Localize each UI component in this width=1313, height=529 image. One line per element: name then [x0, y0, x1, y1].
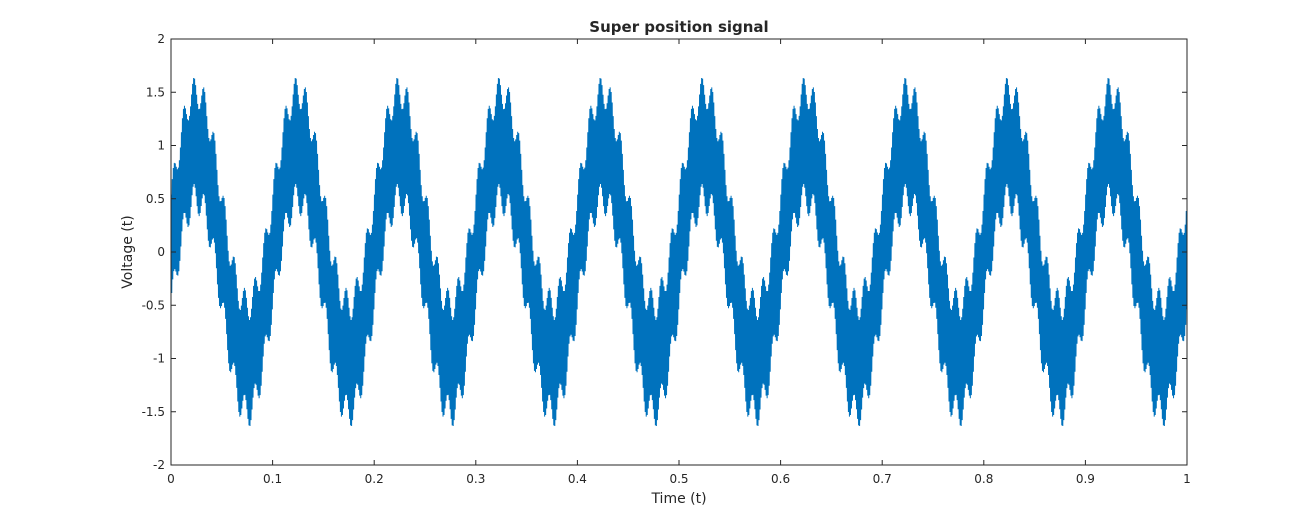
- y-tick-label: -2: [153, 458, 165, 472]
- chart-title: Super position signal: [589, 18, 768, 36]
- y-tick-label: -1: [153, 352, 165, 366]
- x-tick-label: 0.3: [466, 472, 485, 486]
- x-tick-label: 0.9: [1076, 472, 1095, 486]
- x-axis-label: Time (t): [650, 491, 706, 507]
- x-tick-label: 0.4: [568, 472, 587, 486]
- series-line-signal: [170, 78, 1188, 426]
- y-axis-ticks: -2 -1.5 -1 -0.5 0 0.5 1 1.5 2: [142, 32, 1187, 472]
- x-tick-label: 0: [167, 472, 175, 486]
- x-tick-label: 0.1: [263, 472, 282, 486]
- x-tick-label: 0.7: [873, 472, 892, 486]
- x-tick-label: 0.2: [365, 472, 384, 486]
- plot-area: [170, 38, 1188, 466]
- y-tick-label: 0: [157, 245, 165, 259]
- y-tick-label: -0.5: [142, 298, 165, 312]
- y-axis-label: Voltage (t): [120, 215, 136, 288]
- y-tick-label: 0.5: [146, 192, 165, 206]
- y-tick-label: -1.5: [142, 405, 165, 419]
- y-tick-label: 1.5: [146, 85, 165, 99]
- x-tick-label: 0.8: [974, 472, 993, 486]
- y-tick-label: 1: [157, 139, 165, 153]
- x-tick-label: 0.5: [669, 472, 688, 486]
- x-axis-ticks: 0 0.1 0.2 0.3 0.4 0.5 0.6 0.7 0.8 0.9 1: [167, 39, 1191, 486]
- y-tick-label: 2: [157, 32, 165, 46]
- x-tick-label: 0.6: [771, 472, 790, 486]
- x-tick-label: 1: [1183, 472, 1191, 486]
